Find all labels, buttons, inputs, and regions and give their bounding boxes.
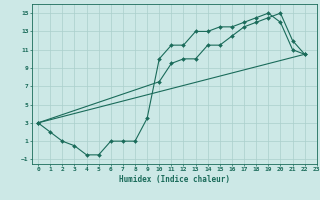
X-axis label: Humidex (Indice chaleur): Humidex (Indice chaleur) [119, 175, 230, 184]
